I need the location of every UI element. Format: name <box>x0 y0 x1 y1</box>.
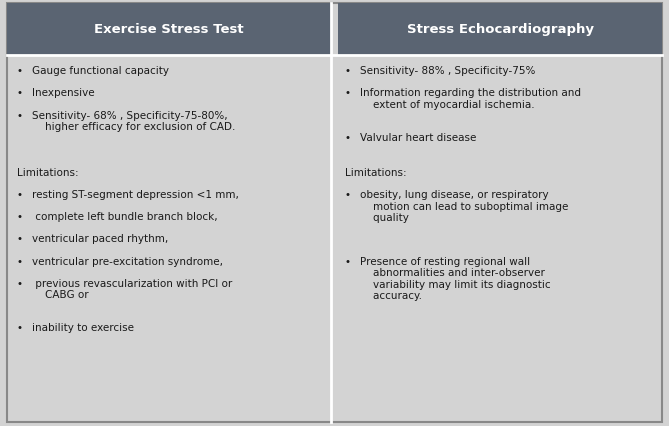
Text: inability to exercise: inability to exercise <box>32 322 134 332</box>
Text: •: • <box>345 88 351 98</box>
Text: Valvular heart disease: Valvular heart disease <box>360 132 476 142</box>
Text: obesity, lung disease, or respiratory
    motion can lead to suboptimal image
  : obesity, lung disease, or respiratory mo… <box>360 190 568 223</box>
Text: •: • <box>345 132 351 142</box>
Text: Inexpensive: Inexpensive <box>32 88 95 98</box>
Text: •: • <box>345 190 351 199</box>
Text: •: • <box>345 256 351 266</box>
Text: previous revascularization with PCI or
    CABG or: previous revascularization with PCI or C… <box>32 278 232 300</box>
FancyBboxPatch shape <box>7 4 662 422</box>
Text: Limitations:: Limitations: <box>17 167 78 177</box>
Text: •: • <box>17 256 23 266</box>
Text: Sensitivity- 88% , Specificity-75%: Sensitivity- 88% , Specificity-75% <box>360 66 535 76</box>
Text: •: • <box>17 278 23 288</box>
Text: •: • <box>17 234 23 244</box>
Text: •: • <box>17 88 23 98</box>
Text: Limitations:: Limitations: <box>345 167 406 177</box>
Text: •: • <box>17 66 23 76</box>
Text: Presence of resting regional wall
    abnormalities and inter-observer
    varia: Presence of resting regional wall abnorm… <box>360 256 551 301</box>
Text: •: • <box>17 190 23 199</box>
Text: ventricular pre-excitation syndrome,: ventricular pre-excitation syndrome, <box>32 256 223 266</box>
Text: complete left bundle branch block,: complete left bundle branch block, <box>32 212 217 222</box>
Text: Exercise Stress Test: Exercise Stress Test <box>94 23 244 35</box>
Text: Gauge functional capacity: Gauge functional capacity <box>32 66 169 76</box>
Text: Stress Echocardiography: Stress Echocardiography <box>407 23 594 35</box>
Text: ventricular paced rhythm,: ventricular paced rhythm, <box>32 234 169 244</box>
Text: •: • <box>17 110 23 120</box>
Text: •: • <box>17 212 23 222</box>
Text: •: • <box>17 322 23 332</box>
Text: resting ST-segment depression <1 mm,: resting ST-segment depression <1 mm, <box>32 190 239 199</box>
FancyBboxPatch shape <box>338 4 662 55</box>
Text: Information regarding the distribution and
    extent of myocardial ischemia.: Information regarding the distribution a… <box>360 88 581 110</box>
FancyBboxPatch shape <box>7 4 331 55</box>
Text: Sensitivity- 68% , Specificity-75-80%,
    higher efficacy for exclusion of CAD.: Sensitivity- 68% , Specificity-75-80%, h… <box>32 110 235 132</box>
Text: •: • <box>345 66 351 76</box>
